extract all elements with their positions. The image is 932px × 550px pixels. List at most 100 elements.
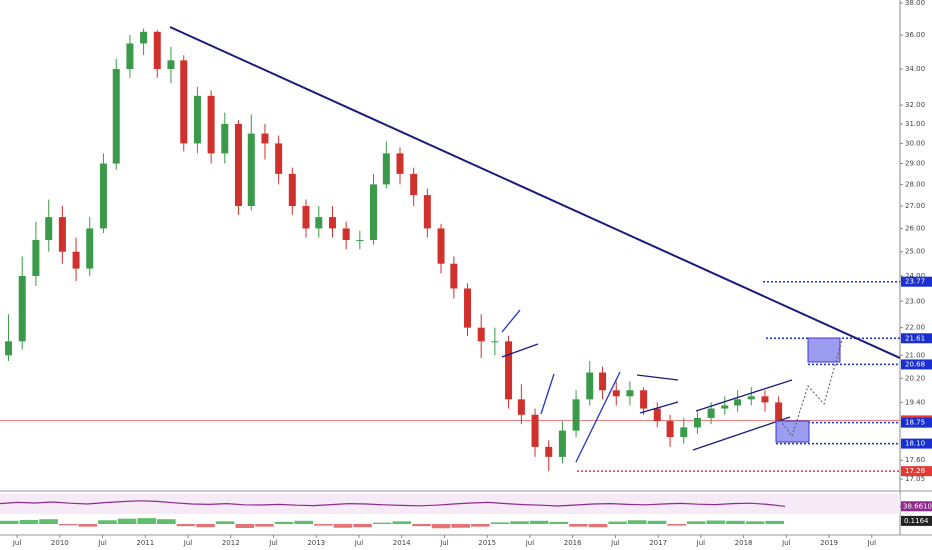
candle-body (423, 195, 431, 229)
osc-bar (19, 520, 39, 524)
candle-body (450, 263, 458, 289)
candle-body (410, 173, 418, 196)
osc-bar (353, 524, 372, 528)
osc-bar (157, 519, 176, 524)
candle-body (72, 251, 80, 269)
osc-bar (667, 524, 686, 526)
y-tick-label: 20.20 (905, 374, 925, 382)
candle-body (167, 60, 175, 70)
y-tick-label: 34.00 (905, 65, 925, 73)
x-tick-label: Jul (12, 539, 22, 547)
y-tick-label: 24.00 (905, 272, 925, 280)
rsi-line (0, 500, 786, 507)
annotations (169, 26, 901, 463)
candle-body (275, 143, 283, 174)
price-label: 21.61 (905, 334, 925, 342)
x-tick-label: 2010 (51, 539, 69, 547)
trend-line (639, 401, 679, 414)
candle-body (680, 427, 688, 438)
target-box (807, 337, 841, 363)
candle-body (221, 123, 229, 154)
x-tick-label: Jul (354, 539, 364, 547)
candle-body (45, 217, 53, 240)
price-label-box (901, 359, 932, 370)
x-tick-label: Jul (97, 539, 107, 547)
candle-body (477, 327, 485, 342)
target-box (775, 420, 810, 443)
osc-bar (628, 520, 647, 524)
candle-body (666, 421, 674, 438)
x-tick-label: Jul (525, 539, 535, 547)
candle-body (261, 133, 269, 144)
y-tick-label: 27.00 (905, 202, 925, 210)
y-tick-label: 17.60 (905, 456, 925, 464)
x-tick-label: 2018 (735, 539, 753, 547)
x-tick-label: Jul (696, 539, 706, 547)
candle-body (653, 408, 661, 422)
x-tick-label: Jul (183, 539, 193, 547)
osc-bar (333, 524, 353, 528)
osc-bar (726, 520, 745, 524)
price-label-box (901, 466, 932, 477)
osc-bar (215, 521, 235, 524)
candle-body (234, 123, 242, 206)
y-tick-label: 30.00 (905, 139, 925, 147)
candle-body (464, 288, 472, 328)
price-label-box (901, 438, 932, 449)
candle-body (342, 228, 350, 240)
price-label: 18.75 (905, 419, 925, 427)
y-tick-label: 32.00 (905, 101, 925, 109)
osc-bar (706, 520, 726, 524)
y-tick-label: 25.00 (905, 248, 925, 256)
candle-body (180, 60, 188, 144)
y-tick-label: 19.40 (905, 398, 925, 406)
price-label: 17.28 (905, 467, 925, 475)
y-tick-label: 31.00 (905, 120, 925, 128)
osc-bar (451, 524, 470, 528)
x-tick-label: Jul (610, 539, 620, 547)
osc-bar (137, 518, 156, 524)
x-tick-label: 2017 (649, 539, 667, 547)
osc-bar (314, 524, 333, 526)
candle-body (586, 372, 594, 400)
osc-bar (176, 524, 196, 527)
y-tick-label: 38.00 (905, 0, 925, 7)
osc-bar (58, 524, 78, 526)
y-tick-label: 17.05 (905, 475, 925, 483)
candle-body (734, 399, 742, 406)
candle-body (5, 341, 13, 356)
candle-body (396, 153, 404, 174)
x-tick-label: Jul (781, 539, 791, 547)
price-label-box (901, 417, 932, 428)
candle-body (126, 43, 134, 70)
trend-line (575, 371, 621, 463)
osc-bar (78, 524, 98, 527)
candle-body (747, 396, 755, 400)
candle-body (693, 417, 701, 428)
osc-label: 0.1164 (904, 517, 929, 525)
candle-body (18, 275, 26, 342)
trend-line (501, 343, 539, 358)
candle-body (640, 390, 648, 409)
osc-bar (196, 524, 215, 528)
x-tick-label: Jul (439, 539, 449, 547)
osc-bar (98, 520, 117, 524)
osc-bar (274, 521, 294, 524)
trend-line (501, 309, 521, 333)
price-label: 18.10 (905, 440, 925, 448)
candle-body (32, 239, 40, 276)
osc-bar (647, 520, 667, 524)
osc-bar (569, 524, 588, 527)
price-label: 20.68 (905, 360, 925, 368)
osc-bar (392, 521, 412, 524)
candle-body (288, 173, 296, 206)
x-tick-label: 2016 (564, 539, 582, 547)
y-tick-label: 22.00 (905, 324, 925, 332)
osc-bar (412, 524, 431, 527)
candle-body (86, 228, 94, 269)
osc-bar (255, 524, 274, 527)
candle-body (207, 95, 215, 154)
